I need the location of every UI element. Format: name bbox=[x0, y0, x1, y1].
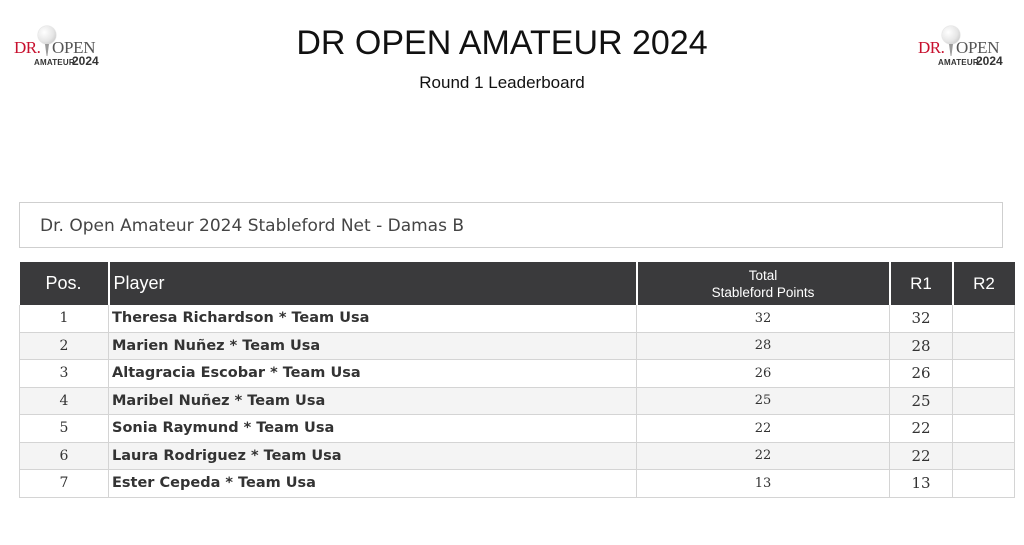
cell-r1: 26 bbox=[889, 359, 953, 388]
cell-player: Laura Rodriguez * Team Usa bbox=[108, 442, 637, 470]
cell-r1: 25 bbox=[889, 387, 953, 415]
cell-total: 22 bbox=[636, 442, 890, 470]
column-header-r2: R2 bbox=[952, 262, 1015, 305]
cell-r2 bbox=[952, 387, 1015, 415]
logo-open: OPEN bbox=[52, 38, 96, 57]
page-title: DR OPEN AMATEUR 2024 bbox=[296, 24, 708, 62]
table-header-row: Pos. Player Total Stableford Points R1 R… bbox=[19, 262, 1015, 305]
cell-r1: 22 bbox=[889, 414, 953, 443]
table-row: 3 Altagracia Escobar * Team Usa 26 26 bbox=[19, 359, 1015, 388]
page-subtitle: Round 1 Leaderboard bbox=[419, 73, 585, 92]
cell-total: 32 bbox=[636, 305, 890, 333]
logo-amateur: AMATEUR bbox=[938, 58, 979, 67]
cell-pos: 5 bbox=[19, 414, 109, 443]
logo-amateur: AMATEUR bbox=[34, 58, 75, 67]
logo-dr: DR. bbox=[14, 38, 41, 57]
golf-ball-icon bbox=[38, 26, 56, 44]
cell-total: 25 bbox=[636, 387, 890, 415]
cell-pos: 3 bbox=[19, 359, 109, 388]
logo-right: DR. OPEN AMATEUR 2024 bbox=[916, 26, 1012, 72]
golf-tee-icon bbox=[45, 44, 49, 56]
cell-player: Sonia Raymund * Team Usa bbox=[108, 414, 637, 443]
cell-player: Theresa Richardson * Team Usa bbox=[108, 305, 637, 333]
division-title: Dr. Open Amateur 2024 Stableford Net - D… bbox=[40, 216, 465, 236]
table-row: 7 Ester Cepeda * Team Usa 13 13 bbox=[19, 469, 1015, 498]
golf-tee-icon bbox=[949, 44, 953, 56]
cell-player: Altagracia Escobar * Team Usa bbox=[108, 359, 637, 388]
logo-year: 2024 bbox=[72, 54, 99, 68]
column-header-total-line1: Total bbox=[748, 267, 778, 283]
cell-total: 13 bbox=[636, 469, 890, 498]
logo-year: 2024 bbox=[976, 54, 1003, 68]
cell-player: Marien Nuñez * Team Usa bbox=[108, 332, 637, 360]
golf-ball-icon bbox=[942, 26, 960, 44]
cell-total: 26 bbox=[636, 359, 890, 388]
cell-pos: 4 bbox=[19, 387, 109, 415]
table-row: 4 Maribel Nuñez * Team Usa 25 25 bbox=[19, 387, 1015, 415]
cell-r2 bbox=[952, 469, 1015, 498]
cell-r2 bbox=[952, 359, 1015, 388]
cell-player: Ester Cepeda * Team Usa bbox=[108, 469, 637, 498]
column-header-total: Total Stableford Points bbox=[636, 262, 891, 305]
division-title-box: Dr. Open Amateur 2024 Stableford Net - D… bbox=[19, 202, 1003, 248]
leaderboard-table: Pos. Player Total Stableford Points R1 R… bbox=[19, 262, 1015, 498]
cell-total: 22 bbox=[636, 414, 890, 443]
logo-open: OPEN bbox=[956, 38, 1000, 57]
cell-r2 bbox=[952, 305, 1015, 333]
cell-r1: 13 bbox=[889, 469, 953, 498]
cell-total: 28 bbox=[636, 332, 890, 360]
cell-r2 bbox=[952, 332, 1015, 360]
cell-pos: 6 bbox=[19, 442, 109, 470]
cell-r1: 28 bbox=[889, 332, 953, 360]
cell-pos: 1 bbox=[19, 305, 109, 333]
column-header-pos: Pos. bbox=[19, 262, 110, 305]
cell-r1: 22 bbox=[889, 442, 953, 470]
cell-r1: 32 bbox=[889, 305, 953, 333]
column-header-total-line2: Stableford Points bbox=[711, 284, 815, 300]
cell-pos: 2 bbox=[19, 332, 109, 360]
cell-r2 bbox=[952, 442, 1015, 470]
logo-dr: DR. bbox=[918, 38, 945, 57]
table-row: 2 Marien Nuñez * Team Usa 28 28 bbox=[19, 332, 1015, 360]
cell-pos: 7 bbox=[19, 469, 109, 498]
cell-r2 bbox=[952, 414, 1015, 443]
table-row: 1 Theresa Richardson * Team Usa 32 32 bbox=[19, 305, 1015, 333]
table-row: 5 Sonia Raymund * Team Usa 22 22 bbox=[19, 414, 1015, 443]
column-header-r1: R1 bbox=[889, 262, 954, 305]
table-row: 6 Laura Rodriguez * Team Usa 22 22 bbox=[19, 442, 1015, 470]
logo-left: DR. OPEN AMATEUR 2024 bbox=[12, 26, 108, 72]
cell-player: Maribel Nuñez * Team Usa bbox=[108, 387, 637, 415]
column-header-player: Player bbox=[108, 262, 638, 305]
